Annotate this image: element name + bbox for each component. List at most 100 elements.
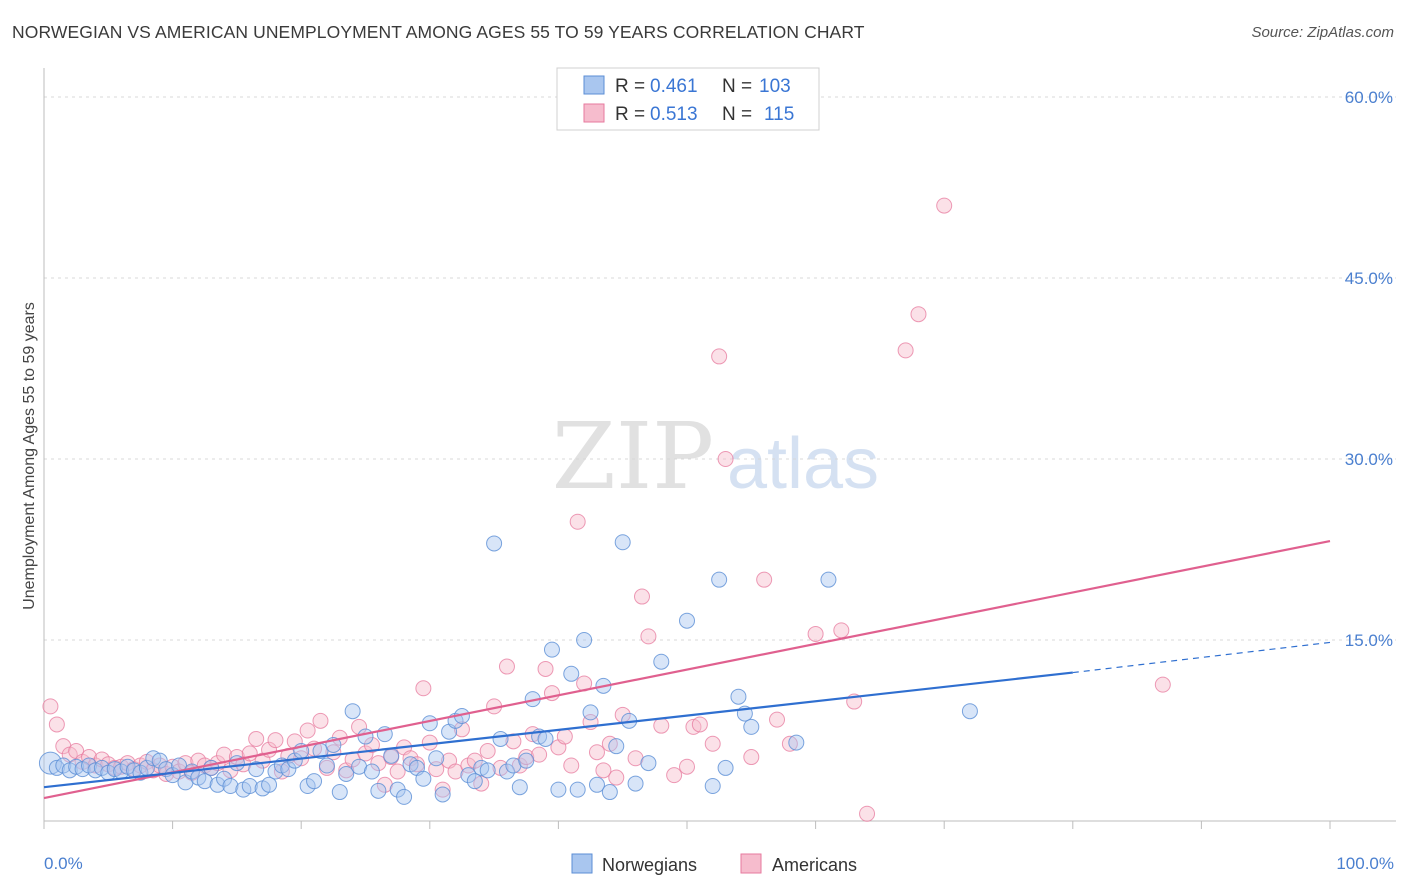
norwegians-point xyxy=(81,757,98,774)
norwegians-point xyxy=(357,728,374,745)
americans-point xyxy=(691,716,708,733)
norwegians-point xyxy=(434,786,451,803)
norwegians-point xyxy=(679,612,695,629)
norwegians-point xyxy=(106,761,123,778)
norwegians-point xyxy=(93,759,110,776)
americans-point xyxy=(479,743,496,760)
legend-bottom-swatch-norwegians xyxy=(571,853,593,874)
norwegians-point xyxy=(196,773,213,790)
norwegians-point xyxy=(363,763,380,780)
trend-lines xyxy=(43,539,1331,800)
americans-point xyxy=(685,718,702,735)
norwegians-point xyxy=(299,778,316,795)
americans-point xyxy=(460,757,477,774)
legend-swatch-norwegians xyxy=(583,75,605,95)
legend-bottom-label-americans: Americans xyxy=(772,855,857,875)
americans-point xyxy=(370,755,387,772)
americans-point xyxy=(1154,676,1171,693)
norwegians-point xyxy=(479,762,496,779)
norwegians-point xyxy=(788,734,805,751)
americans-point xyxy=(537,660,554,677)
norwegians-point xyxy=(550,781,567,798)
americans-point xyxy=(389,763,406,780)
americans-point xyxy=(453,721,470,738)
norwegians-point xyxy=(537,730,554,747)
legend-n-label-americans: N = xyxy=(722,104,752,125)
norwegians-point xyxy=(267,763,284,780)
norwegians-point xyxy=(280,761,297,778)
americans-point xyxy=(595,762,612,779)
americans-point xyxy=(717,451,734,467)
norwegians-point xyxy=(711,571,728,588)
americans-point xyxy=(910,306,927,323)
correlation-legend: R = 0.461 N = 103 R = 0.513 N = 115 xyxy=(556,67,820,131)
source-label: Source: ZipAtlas.com xyxy=(1251,24,1394,41)
americans-point xyxy=(769,711,786,728)
norwegians-point xyxy=(415,770,432,787)
norwegians-point xyxy=(576,632,593,648)
americans-point xyxy=(248,730,265,747)
x-tick-label-max: 100.0% xyxy=(1336,854,1394,873)
norwegians-point xyxy=(473,759,490,776)
americans-point xyxy=(936,197,953,214)
norwegians-trend-line xyxy=(43,671,1073,789)
legend-n-value-americans: 115 xyxy=(764,104,794,125)
norwegians-point xyxy=(145,750,162,767)
americans-point xyxy=(498,658,515,675)
legend-bottom-swatch-americans xyxy=(740,853,762,874)
norwegians-point xyxy=(743,718,760,735)
chart-title: NORWEGIAN VS AMERICAN UNEMPLOYMENT AMONG… xyxy=(12,22,865,42)
norwegians-point xyxy=(588,776,605,793)
y-axis-label: Unemployment Among Ages 55 to 59 years xyxy=(21,302,38,610)
x-tick-label-min: 0.0% xyxy=(44,854,83,873)
norwegians-point xyxy=(318,757,335,774)
y-tick-label: 15.0% xyxy=(1345,631,1393,650)
americans-point xyxy=(588,744,605,761)
norwegians-point xyxy=(87,762,104,779)
americans-point xyxy=(833,622,850,639)
americans-point xyxy=(556,728,573,745)
norwegians-point xyxy=(396,788,413,805)
legend-r-label-americans: R = xyxy=(615,104,645,125)
norwegians-point xyxy=(383,747,400,764)
y-tick-label: 45.0% xyxy=(1345,269,1393,288)
norwegians-point xyxy=(543,641,560,658)
norwegians-point xyxy=(48,759,65,776)
americans-point xyxy=(653,717,670,734)
norwegians-point xyxy=(344,703,361,720)
americans-point xyxy=(434,781,451,798)
norwegians-point xyxy=(68,758,85,775)
americans-point xyxy=(312,712,329,729)
norwegians-point xyxy=(248,761,265,778)
watermark-atlas: atlas xyxy=(727,424,879,504)
americans-point xyxy=(781,735,798,752)
americans-point xyxy=(608,769,625,786)
americans-point xyxy=(267,732,284,749)
legend-bottom-label-norwegians: Norwegians xyxy=(602,855,697,875)
americans-point xyxy=(408,756,425,773)
americans-point xyxy=(897,342,914,359)
norwegians-point xyxy=(486,535,503,552)
americans-point xyxy=(415,680,432,697)
axes xyxy=(43,68,1396,822)
americans-point xyxy=(511,757,528,774)
norwegians-point xyxy=(222,778,239,795)
americans-point xyxy=(743,749,760,766)
americans-point xyxy=(569,513,586,530)
norwegians-point xyxy=(582,704,599,721)
y-tick-labels: 15.0% 30.0% 45.0% 60.0% xyxy=(1345,88,1393,650)
legend-swatch-americans xyxy=(583,103,605,123)
americans-point xyxy=(48,716,65,733)
norwegians-point xyxy=(961,703,978,720)
series-legend: Norwegians Americans xyxy=(571,853,857,875)
norwegians-point xyxy=(627,775,644,792)
americans-trend-line xyxy=(43,539,1331,800)
norwegians-point xyxy=(563,665,580,682)
americans-point xyxy=(273,763,290,780)
y-tick-label: 60.0% xyxy=(1345,88,1393,107)
grid xyxy=(44,96,1396,641)
americans-point xyxy=(666,767,683,784)
norwegians-point xyxy=(209,776,226,793)
norwegians-point xyxy=(704,778,721,795)
